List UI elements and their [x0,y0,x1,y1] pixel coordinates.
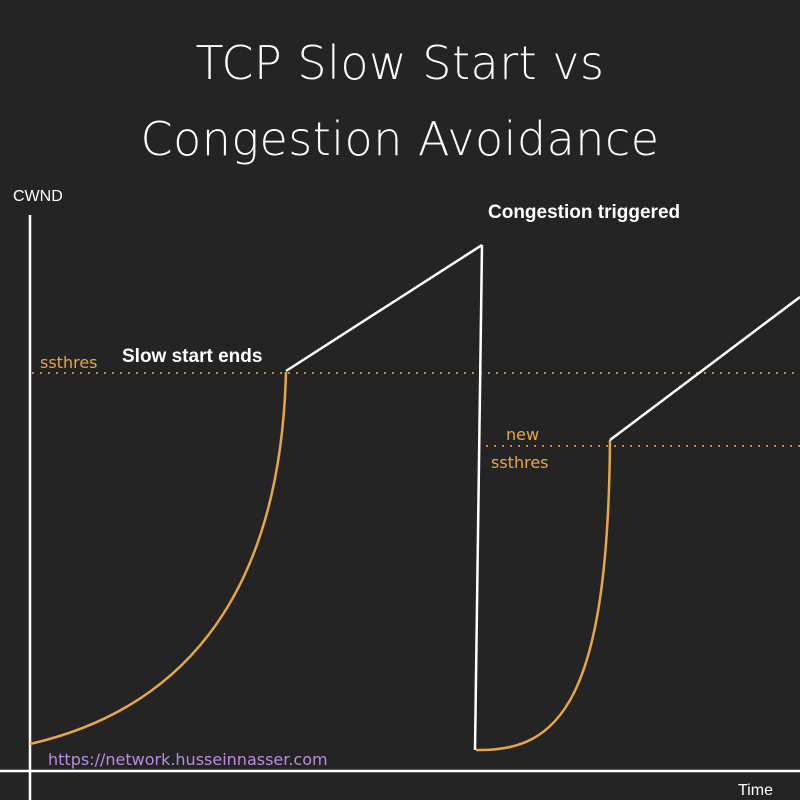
congestion-drop-line [473,244,484,751]
new-ssthres-label-line2: ssthres [491,453,549,472]
title-line-2: Congestion Avoidance [140,112,660,166]
y-axis-label: CWND [13,188,63,205]
congestion-avoidance-line-2 [609,296,800,441]
congestion-avoidance-line-1 [285,243,483,373]
new-ssthres-label-line1: new [506,425,539,444]
title-line-1: TCP Slow Start vs [195,36,605,90]
source-url[interactable]: https://network.husseinnasser.com [48,750,328,769]
slow-start-curve-1 [29,371,288,746]
slow-start-curve-2 [475,439,612,752]
slow-start-ends-label: Slow start ends [122,346,262,367]
x-axis-label: Time [738,782,773,799]
ssthres-label: ssthres [40,353,98,372]
congestion-triggered-label: Congestion triggered [488,202,680,223]
